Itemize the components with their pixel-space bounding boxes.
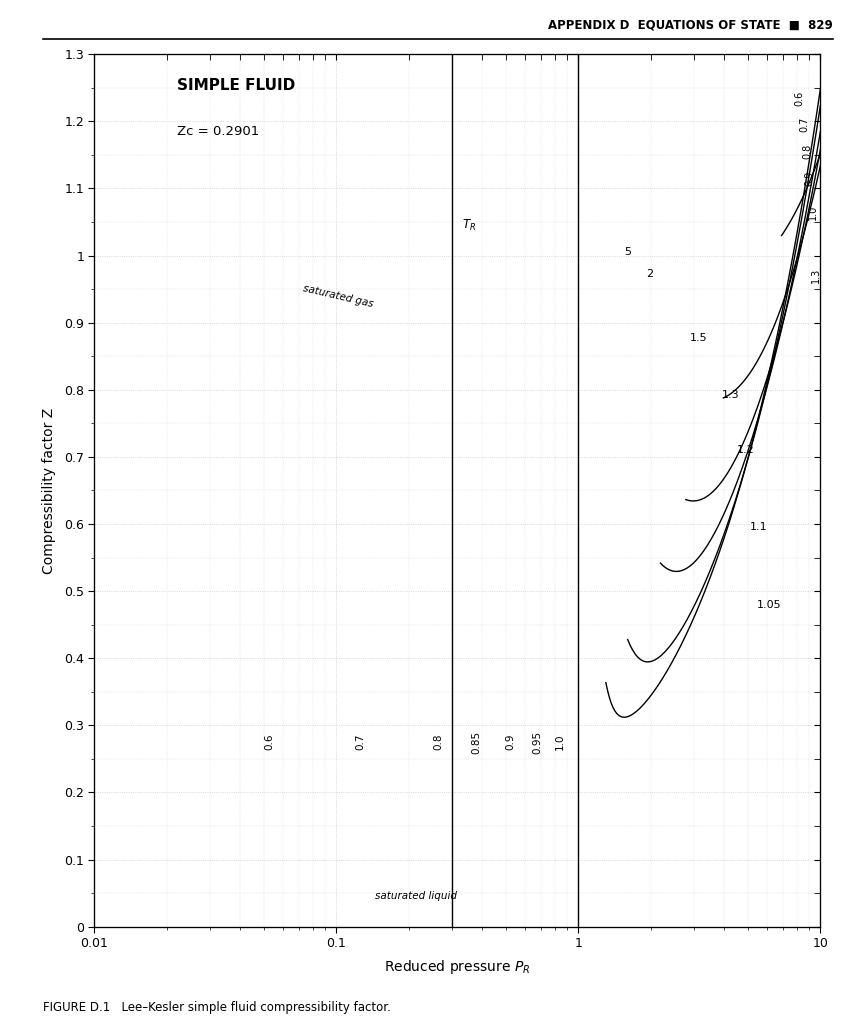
Text: 1.0: 1.0 <box>555 734 565 751</box>
Text: 0.9: 0.9 <box>506 734 515 751</box>
Text: 1.1: 1.1 <box>750 522 767 532</box>
Text: 0.95: 0.95 <box>533 730 543 754</box>
Text: 0.7: 0.7 <box>799 117 809 132</box>
Text: 0.6: 0.6 <box>265 734 275 751</box>
Text: 1.2: 1.2 <box>736 445 754 456</box>
Text: 1.5: 1.5 <box>691 333 708 343</box>
Text: 0.7: 0.7 <box>355 734 365 751</box>
Text: SIMPLE FLUID: SIMPLE FLUID <box>177 78 295 93</box>
X-axis label: Reduced pressure $P_R$: Reduced pressure $P_R$ <box>384 958 531 977</box>
Y-axis label: Compressibility factor Z: Compressibility factor Z <box>42 408 56 573</box>
Text: 1.3: 1.3 <box>811 268 821 284</box>
Text: $T_R$: $T_R$ <box>462 218 476 233</box>
Text: 1.3: 1.3 <box>722 389 739 399</box>
Text: 0.9: 0.9 <box>805 171 815 186</box>
Text: 0.85: 0.85 <box>472 730 482 754</box>
Text: 5: 5 <box>624 247 631 257</box>
Text: 0.8: 0.8 <box>802 144 812 159</box>
Text: 2: 2 <box>646 268 653 279</box>
Text: APPENDIX D  EQUATIONS OF STATE  ■  829: APPENDIX D EQUATIONS OF STATE ■ 829 <box>549 18 833 32</box>
Text: saturated gas: saturated gas <box>302 283 375 309</box>
Text: 0.8: 0.8 <box>434 734 444 751</box>
Text: saturated liquid: saturated liquid <box>375 891 458 901</box>
Text: 0.6: 0.6 <box>795 90 805 105</box>
Text: 1.05: 1.05 <box>757 600 781 609</box>
Text: FIGURE D.1   Lee–Kesler simple fluid compressibility factor.: FIGURE D.1 Lee–Kesler simple fluid compr… <box>43 1000 391 1014</box>
Text: Zc = 0.2901: Zc = 0.2901 <box>177 125 259 138</box>
Text: 1.0: 1.0 <box>807 205 818 219</box>
